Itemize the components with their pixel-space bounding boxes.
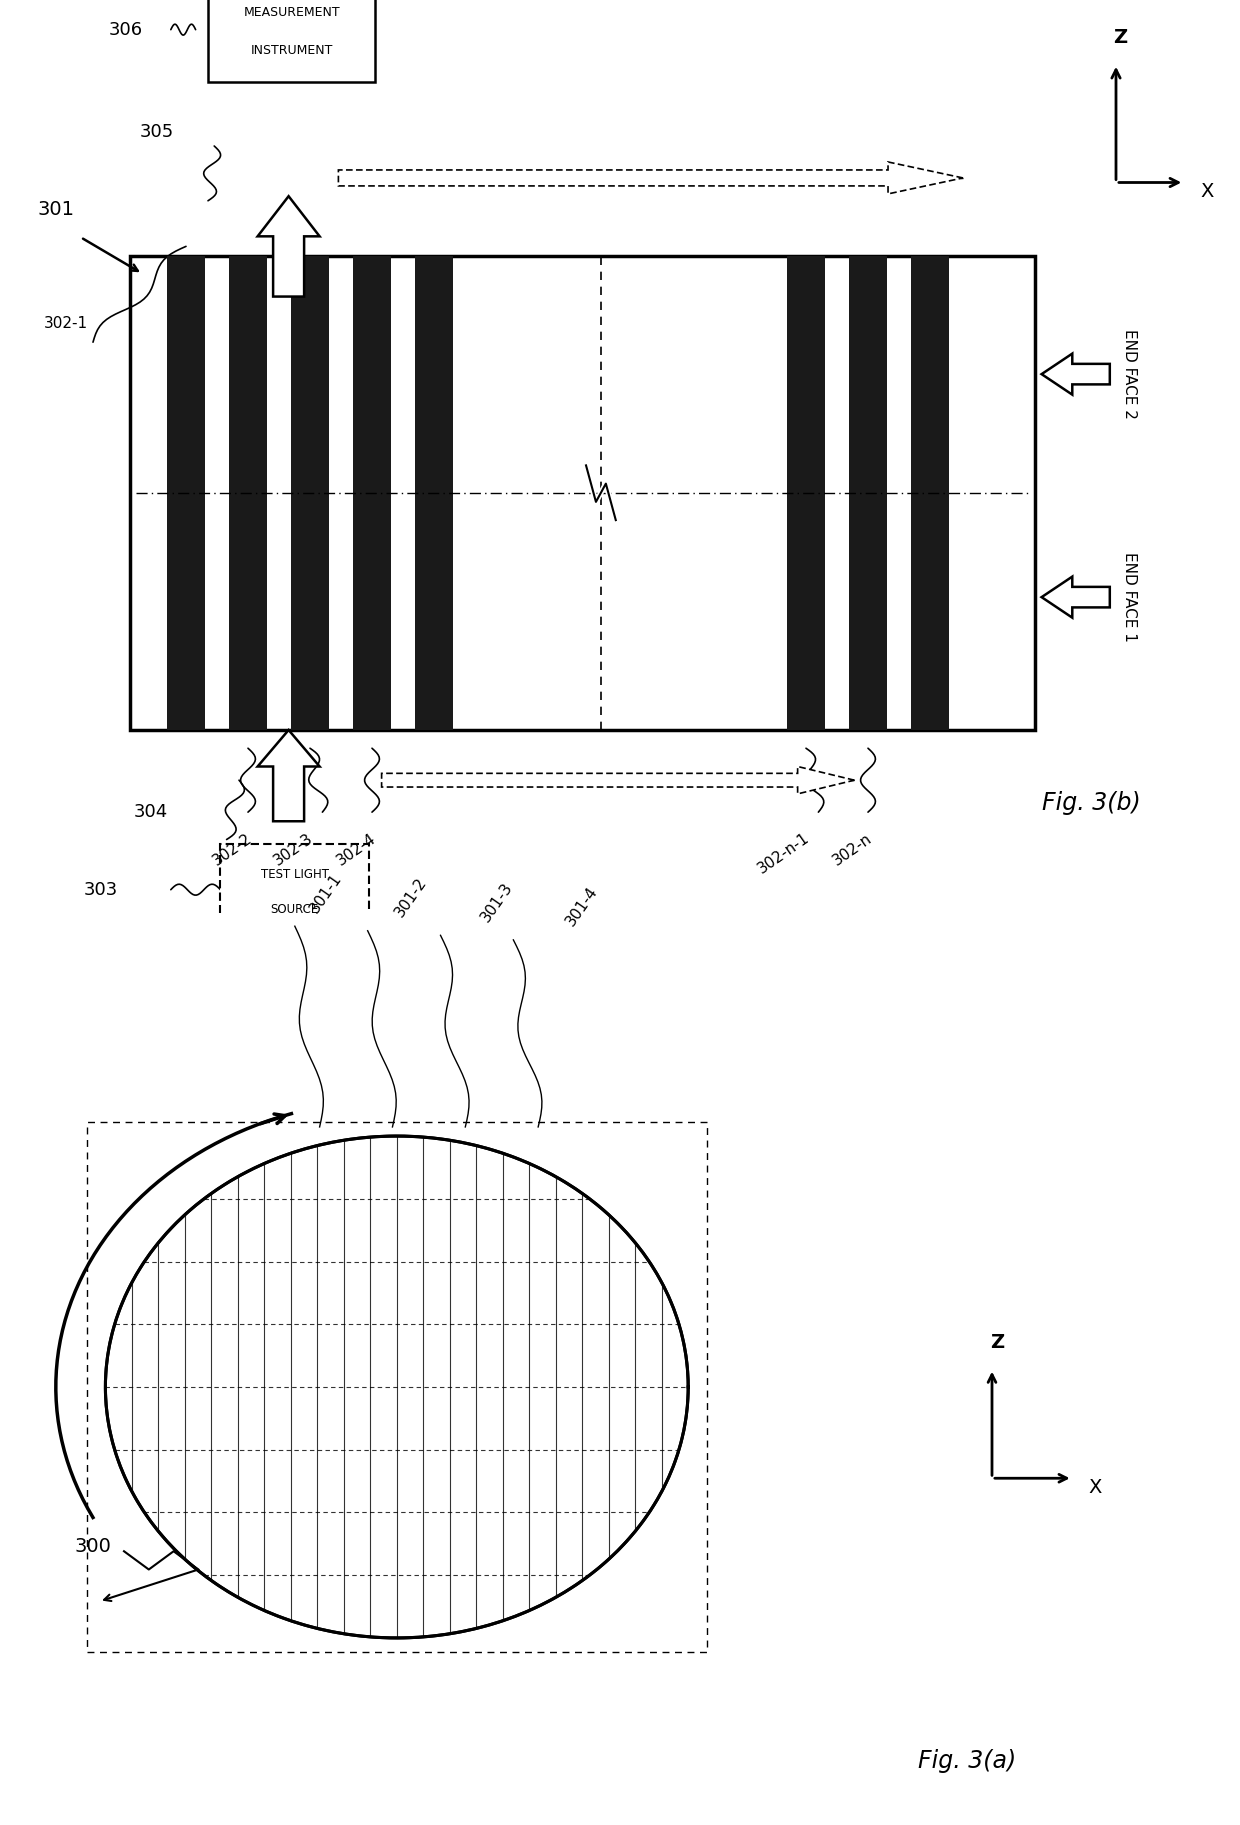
Polygon shape xyxy=(339,162,963,193)
Text: 300: 300 xyxy=(74,1537,112,1557)
Text: 302-2: 302-2 xyxy=(210,830,254,869)
Text: 301-4: 301-4 xyxy=(563,883,600,929)
Polygon shape xyxy=(382,766,854,794)
Text: 302-n: 302-n xyxy=(830,830,874,869)
Text: 306: 306 xyxy=(109,20,143,38)
Text: Z: Z xyxy=(1112,29,1127,47)
Bar xyxy=(221,843,370,934)
Ellipse shape xyxy=(105,1135,688,1639)
Text: 303: 303 xyxy=(84,881,118,898)
Text: Fig. 3(b): Fig. 3(b) xyxy=(1042,790,1141,816)
Bar xyxy=(87,1122,707,1652)
Text: 305: 305 xyxy=(140,124,174,141)
Bar xyxy=(130,256,1035,730)
Text: X: X xyxy=(1089,1478,1102,1496)
Bar xyxy=(911,256,949,730)
Text: 301-1: 301-1 xyxy=(308,871,345,916)
Text: SOURCE: SOURCE xyxy=(270,903,319,916)
Text: 302-1: 302-1 xyxy=(43,316,88,332)
Text: 302-n-1: 302-n-1 xyxy=(755,830,812,876)
Text: INSTRUMENT: INSTRUMENT xyxy=(250,44,332,57)
Text: 301: 301 xyxy=(37,201,74,219)
Text: Fig. 3(a): Fig. 3(a) xyxy=(918,1748,1017,1774)
Polygon shape xyxy=(258,730,320,821)
Bar xyxy=(849,256,887,730)
Bar xyxy=(415,256,453,730)
Text: END FACE 2: END FACE 2 xyxy=(1122,328,1137,420)
Text: 302-4: 302-4 xyxy=(334,830,378,869)
Text: 304: 304 xyxy=(134,803,167,821)
Bar xyxy=(787,256,825,730)
Bar xyxy=(229,256,267,730)
Bar xyxy=(208,0,376,82)
Text: 302-3: 302-3 xyxy=(272,830,316,869)
Bar xyxy=(291,256,329,730)
Bar xyxy=(167,256,205,730)
Text: TEST LIGHT: TEST LIGHT xyxy=(260,867,329,881)
Text: 301-3: 301-3 xyxy=(477,880,516,923)
Text: X: X xyxy=(1200,182,1214,201)
Text: MEASUREMENT: MEASUREMENT xyxy=(243,5,340,20)
Polygon shape xyxy=(258,197,320,297)
Text: END FACE 1: END FACE 1 xyxy=(1122,553,1137,642)
Text: Z: Z xyxy=(990,1334,1004,1352)
Polygon shape xyxy=(1042,577,1110,617)
Text: 301-2: 301-2 xyxy=(392,874,430,920)
Bar xyxy=(353,256,391,730)
Polygon shape xyxy=(1042,354,1110,394)
